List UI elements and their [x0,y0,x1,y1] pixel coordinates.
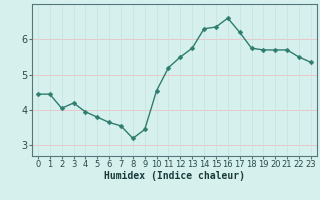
X-axis label: Humidex (Indice chaleur): Humidex (Indice chaleur) [104,171,245,181]
